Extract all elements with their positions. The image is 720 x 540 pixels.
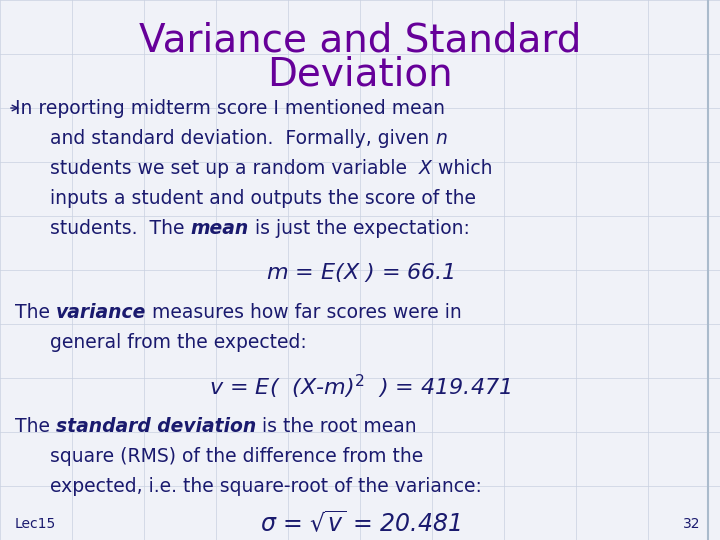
Text: $v$ = E(  ($X$-$m$)$^2$  ) = 419.471: $v$ = E( ($X$-$m$)$^2$ ) = 419.471 <box>209 373 511 401</box>
Text: measures how far scores were in: measures how far scores were in <box>146 302 462 321</box>
Text: Variance and Standard: Variance and Standard <box>139 21 581 59</box>
Text: which: which <box>432 159 492 178</box>
Text: square (RMS) of the difference from the: square (RMS) of the difference from the <box>50 447 423 465</box>
Text: 32: 32 <box>683 517 700 531</box>
Text: general from the expected:: general from the expected: <box>50 333 307 352</box>
Text: inputs a student and outputs the score of the: inputs a student and outputs the score o… <box>50 188 476 207</box>
Text: and standard deviation.  Formally, given: and standard deviation. Formally, given <box>50 129 436 147</box>
Text: n: n <box>436 129 447 147</box>
Text: variance: variance <box>56 302 146 321</box>
Text: students we set up a random variable: students we set up a random variable <box>50 159 419 178</box>
Text: standard deviation: standard deviation <box>56 416 256 435</box>
Text: Lec15: Lec15 <box>15 517 56 531</box>
Text: $m$ = E($X$ ) = 66.1: $m$ = E($X$ ) = 66.1 <box>266 261 454 285</box>
Text: The: The <box>15 302 56 321</box>
Text: is just the expectation:: is just the expectation: <box>248 219 469 238</box>
Text: mean: mean <box>191 219 248 238</box>
Text: $\sigma$ = $\sqrt{v}$ = 20.481: $\sigma$ = $\sqrt{v}$ = 20.481 <box>260 511 460 537</box>
Text: students.  The: students. The <box>50 219 191 238</box>
Text: expected, i.e. the square-root of the variance:: expected, i.e. the square-root of the va… <box>50 476 482 496</box>
Text: In reporting midterm score I mentioned mean: In reporting midterm score I mentioned m… <box>15 98 445 118</box>
Text: X: X <box>419 159 432 178</box>
Text: is the root mean: is the root mean <box>256 416 417 435</box>
Text: Deviation: Deviation <box>267 56 453 94</box>
Text: The: The <box>15 416 56 435</box>
